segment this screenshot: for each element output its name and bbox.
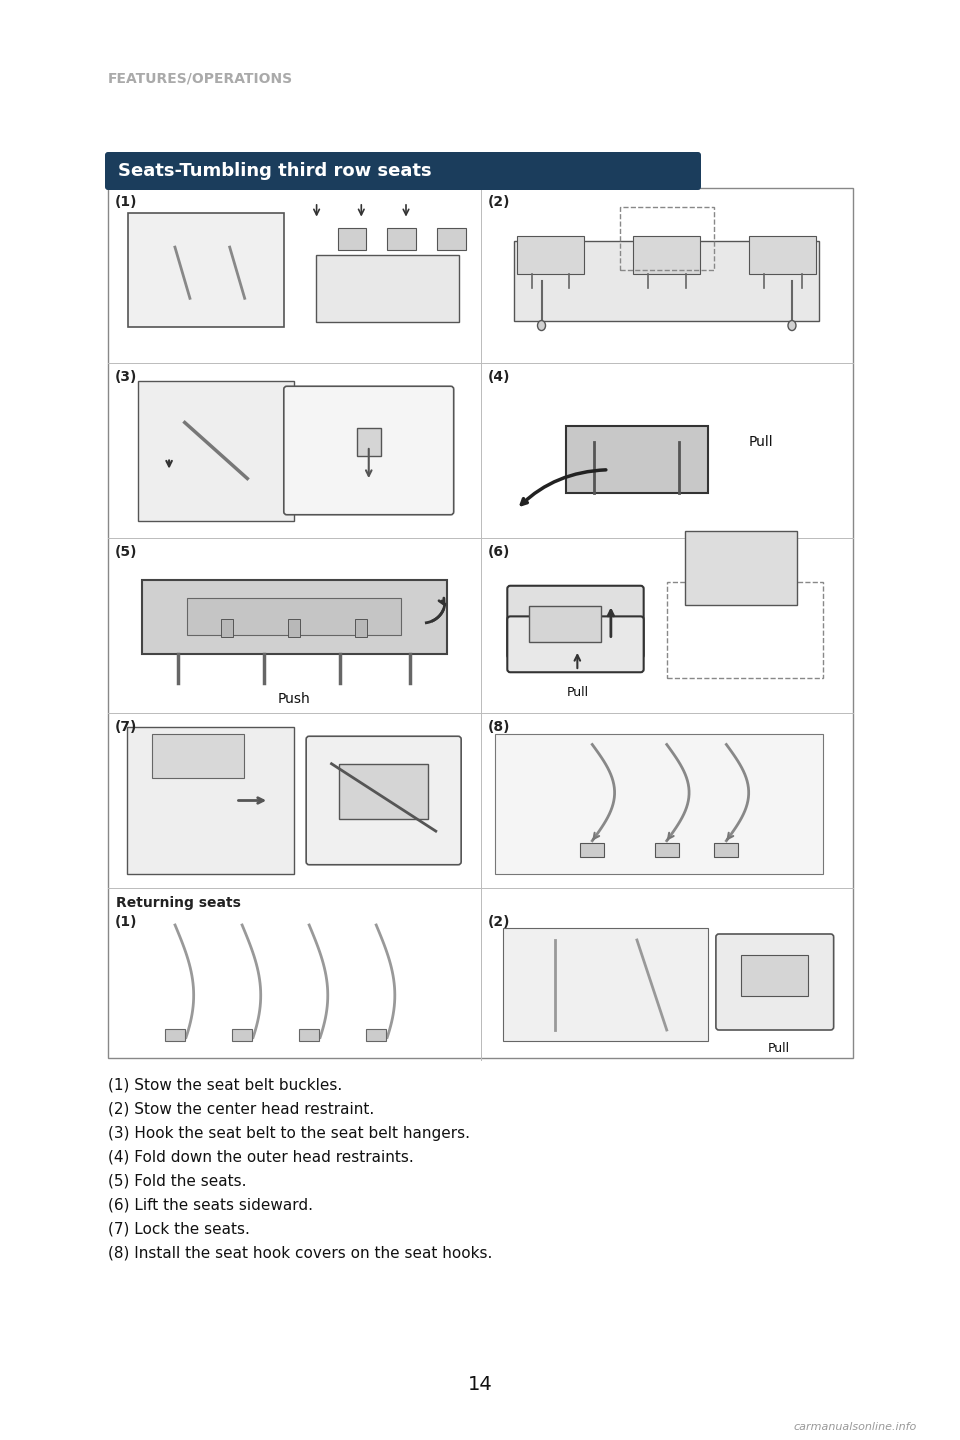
Text: Seats-Tumbling third row seats: Seats-Tumbling third row seats bbox=[118, 161, 432, 180]
Bar bbox=[620, 207, 714, 269]
Bar bbox=[517, 236, 585, 274]
Text: (5): (5) bbox=[115, 544, 137, 559]
FancyBboxPatch shape bbox=[716, 935, 833, 1030]
Bar bbox=[655, 842, 679, 857]
Text: (8) Install the seat hook covers on the seat hooks.: (8) Install the seat hook covers on the … bbox=[108, 1246, 492, 1261]
Text: 14: 14 bbox=[468, 1375, 492, 1394]
Bar bbox=[338, 228, 366, 249]
Text: Returning seats: Returning seats bbox=[116, 896, 241, 910]
Text: carmanualsonline.info: carmanualsonline.info bbox=[793, 1423, 917, 1431]
Bar bbox=[437, 228, 466, 249]
Bar bbox=[685, 531, 797, 605]
Text: (6): (6) bbox=[488, 544, 510, 559]
FancyBboxPatch shape bbox=[105, 153, 701, 190]
Bar bbox=[566, 426, 708, 494]
Bar bbox=[634, 236, 701, 274]
Bar bbox=[300, 1028, 319, 1041]
Ellipse shape bbox=[788, 321, 796, 331]
Bar bbox=[288, 619, 300, 638]
Bar bbox=[357, 428, 381, 456]
Text: (2) Stow the center head restraint.: (2) Stow the center head restraint. bbox=[108, 1102, 374, 1117]
Text: (6) Lift the seats sideward.: (6) Lift the seats sideward. bbox=[108, 1198, 313, 1212]
Text: Pull: Pull bbox=[767, 1043, 789, 1056]
Text: Pull: Pull bbox=[749, 435, 774, 449]
Bar bbox=[495, 734, 824, 874]
Ellipse shape bbox=[538, 321, 545, 331]
Bar bbox=[221, 619, 233, 638]
Bar bbox=[514, 242, 820, 321]
Bar bbox=[165, 1028, 185, 1041]
Text: (1): (1) bbox=[115, 194, 137, 209]
Text: (1): (1) bbox=[115, 914, 137, 929]
Text: (4) Fold down the outer head restraints.: (4) Fold down the outer head restraints. bbox=[108, 1151, 414, 1165]
Bar bbox=[529, 606, 601, 642]
Bar bbox=[339, 763, 428, 819]
Bar bbox=[741, 955, 808, 995]
Text: (7): (7) bbox=[115, 720, 137, 734]
Text: (2): (2) bbox=[488, 914, 510, 929]
Text: Pull: Pull bbox=[566, 685, 588, 698]
Bar bbox=[128, 213, 284, 327]
Bar bbox=[749, 236, 816, 274]
Bar bbox=[388, 228, 416, 249]
Text: (1) Stow the seat belt buckles.: (1) Stow the seat belt buckles. bbox=[108, 1079, 343, 1093]
Text: (3): (3) bbox=[115, 370, 137, 384]
FancyBboxPatch shape bbox=[284, 386, 454, 514]
Text: (7) Lock the seats.: (7) Lock the seats. bbox=[108, 1223, 250, 1237]
Bar bbox=[127, 727, 295, 874]
Text: FEATURES/OPERATIONS: FEATURES/OPERATIONS bbox=[108, 72, 293, 86]
Bar bbox=[355, 619, 368, 638]
Bar bbox=[138, 380, 295, 520]
Bar bbox=[503, 927, 708, 1041]
Bar bbox=[141, 580, 447, 654]
Bar bbox=[366, 1028, 386, 1041]
Text: (8): (8) bbox=[488, 720, 510, 734]
Text: (2): (2) bbox=[488, 194, 510, 209]
FancyBboxPatch shape bbox=[306, 736, 461, 865]
Bar bbox=[187, 599, 401, 635]
Text: Push: Push bbox=[277, 693, 311, 706]
Text: (4): (4) bbox=[488, 370, 510, 384]
Text: (5) Fold the seats.: (5) Fold the seats. bbox=[108, 1174, 247, 1189]
Bar bbox=[667, 582, 824, 678]
FancyBboxPatch shape bbox=[507, 616, 643, 672]
Bar bbox=[232, 1028, 252, 1041]
FancyBboxPatch shape bbox=[507, 586, 643, 658]
Bar bbox=[152, 734, 244, 779]
Bar bbox=[108, 189, 853, 1058]
Bar bbox=[316, 255, 459, 323]
Text: (3) Hook the seat belt to the seat belt hangers.: (3) Hook the seat belt to the seat belt … bbox=[108, 1126, 470, 1140]
Bar bbox=[714, 842, 738, 857]
Bar bbox=[580, 842, 604, 857]
